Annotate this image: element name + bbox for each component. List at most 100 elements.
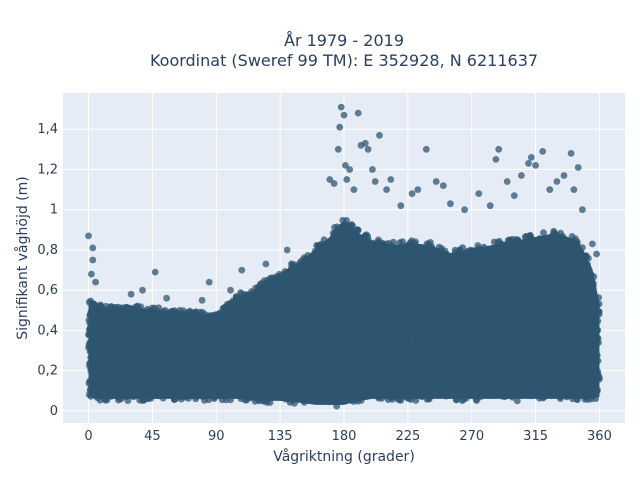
scatter-point xyxy=(509,265,517,273)
scatter-point xyxy=(357,387,364,395)
scatter-point xyxy=(439,330,446,338)
scatter-point xyxy=(511,378,519,386)
scatter-point xyxy=(480,382,488,390)
scatter-point xyxy=(193,351,200,358)
scatter-point xyxy=(426,365,434,372)
scatter-point xyxy=(595,308,603,315)
scatter-point xyxy=(359,279,367,287)
scatter-point xyxy=(380,263,388,271)
scatter-point xyxy=(347,255,354,263)
scatter-point xyxy=(324,390,332,398)
scatter-point xyxy=(503,310,511,318)
scatter-point xyxy=(196,373,203,381)
scatter-point xyxy=(452,291,460,298)
scatter-point xyxy=(521,354,529,362)
scatter-point xyxy=(492,251,500,259)
scatter-point xyxy=(485,304,493,312)
scatter-point xyxy=(265,384,273,392)
scatter-point xyxy=(313,334,321,342)
scatter-point xyxy=(233,293,240,301)
scatter-point xyxy=(307,282,315,290)
scatter-point xyxy=(443,280,451,288)
scatter-point xyxy=(377,377,385,384)
scatter-point xyxy=(132,345,140,353)
scatter-point xyxy=(374,328,381,335)
scatter-point xyxy=(356,376,364,384)
scatter-point xyxy=(355,294,363,302)
scatter-point xyxy=(567,379,575,386)
scatter-point xyxy=(505,338,512,346)
scatter-point xyxy=(327,303,335,311)
scatter-point xyxy=(123,324,131,331)
scatter-point xyxy=(305,317,312,324)
scatter-point xyxy=(319,291,327,298)
scatter-point xyxy=(568,312,576,320)
scatter-point xyxy=(101,336,108,344)
scatter-point xyxy=(539,363,547,371)
scatter-point xyxy=(166,346,174,354)
scatter-point xyxy=(305,391,313,399)
scatter-point xyxy=(389,395,396,403)
scatter-point xyxy=(345,360,352,367)
scatter-point xyxy=(300,333,308,340)
scatter-point xyxy=(561,276,569,284)
scatter-point xyxy=(248,301,256,309)
scatter-point xyxy=(475,332,482,340)
scatter-point xyxy=(482,252,490,260)
scatter-point xyxy=(333,402,341,410)
scatter-point xyxy=(386,326,393,334)
scatter-point xyxy=(297,308,305,315)
scatter-point xyxy=(299,314,307,322)
data-points xyxy=(85,103,603,410)
scatter-point xyxy=(344,354,352,362)
scatter-point xyxy=(577,327,585,334)
scatter-point xyxy=(375,316,382,323)
scatter-point xyxy=(514,392,522,399)
scatter-point xyxy=(178,321,186,329)
scatter-point xyxy=(517,318,525,326)
scatter-point xyxy=(168,376,176,384)
scatter-point xyxy=(434,248,442,256)
scatter-point xyxy=(560,341,568,349)
scatter-point xyxy=(375,236,382,244)
scatter-point xyxy=(283,333,291,340)
scatter-point xyxy=(259,285,266,292)
scatter-point xyxy=(291,333,299,341)
scatter-point xyxy=(455,382,463,390)
scatter-point xyxy=(227,396,234,404)
scatter-point xyxy=(118,392,126,400)
scatter-point xyxy=(425,302,433,310)
scatter-point xyxy=(474,311,482,318)
scatter-point xyxy=(494,239,502,246)
scatter-point xyxy=(345,261,352,269)
scatter-point xyxy=(527,272,535,279)
scatter-point xyxy=(253,298,261,305)
scatter-point xyxy=(503,254,511,262)
scatter-point xyxy=(304,252,312,259)
scatter-point xyxy=(310,344,317,352)
scatter-point xyxy=(574,288,581,296)
scatter-point xyxy=(569,271,577,279)
scatter-point xyxy=(563,315,570,323)
scatter-point xyxy=(268,342,275,350)
scatter-point xyxy=(134,302,141,310)
scatter-point xyxy=(505,331,513,339)
scatter-point xyxy=(337,268,345,276)
scatter-point xyxy=(298,351,306,359)
scatter-point xyxy=(386,274,393,282)
scatter-point xyxy=(552,299,560,307)
scatter-point xyxy=(452,283,459,291)
scatter-point xyxy=(434,370,441,377)
scatter-point xyxy=(375,390,383,397)
scatter-point xyxy=(253,336,261,344)
scatter-point xyxy=(365,353,373,361)
scatter-point xyxy=(590,333,598,341)
scatter-point xyxy=(418,377,425,385)
scatter-point xyxy=(165,389,173,397)
scatter-point xyxy=(172,346,180,354)
scatter-point xyxy=(473,283,481,290)
scatter-point xyxy=(87,297,94,305)
scatter-point xyxy=(458,255,466,263)
scatter-point xyxy=(184,379,192,386)
scatter-point xyxy=(381,347,389,355)
